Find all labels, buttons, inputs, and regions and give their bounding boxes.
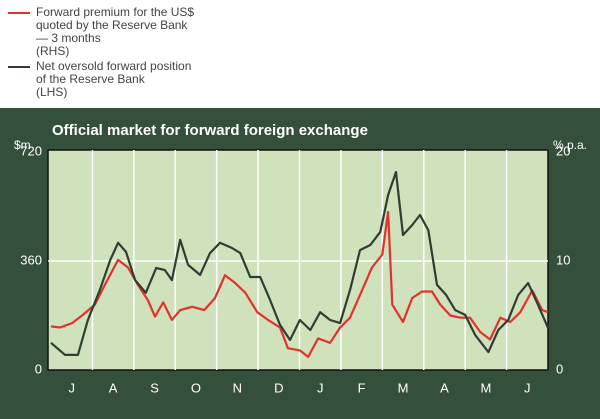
x-tick-label: J xyxy=(524,380,531,395)
legend-label: Net oversold forward position of the Res… xyxy=(36,59,192,99)
x-tick-label: O xyxy=(191,380,201,395)
x-tick-label: J xyxy=(68,380,75,395)
y2-tick-label: 0 xyxy=(556,361,563,376)
x-tick-label: D xyxy=(274,380,283,395)
y-tick-label: 0 xyxy=(35,361,42,376)
legend-swatch xyxy=(8,66,30,68)
x-tick-label: J xyxy=(317,380,324,395)
legend-item: Net oversold forward position of the Res… xyxy=(8,60,191,99)
x-tick-label: M xyxy=(480,380,491,395)
x-tick-label: S xyxy=(150,380,159,395)
series-line xyxy=(50,170,550,356)
x-tick-label: A xyxy=(440,380,449,395)
chart-title: Official market for forward foreign exch… xyxy=(52,122,368,139)
y-axis-label: $m xyxy=(14,138,31,152)
plot-area xyxy=(47,149,549,371)
legend-label: Forward premium for the US$ quoted by th… xyxy=(36,5,195,58)
y2-tick-label: 20 xyxy=(556,143,570,158)
x-tick-label: A xyxy=(109,380,118,395)
x-tick-label: N xyxy=(233,380,242,395)
legend-swatch xyxy=(8,12,30,14)
y2-axis-label: % p.a. xyxy=(553,138,587,152)
y-tick-label: 720 xyxy=(20,143,42,158)
x-tick-label: M xyxy=(398,380,409,395)
y-tick-label: 360 xyxy=(20,252,42,267)
y2-tick-label: 10 xyxy=(556,252,570,267)
x-tick-label: F xyxy=(358,380,366,395)
legend-item: Forward premium for the US$ quoted by th… xyxy=(8,6,194,58)
